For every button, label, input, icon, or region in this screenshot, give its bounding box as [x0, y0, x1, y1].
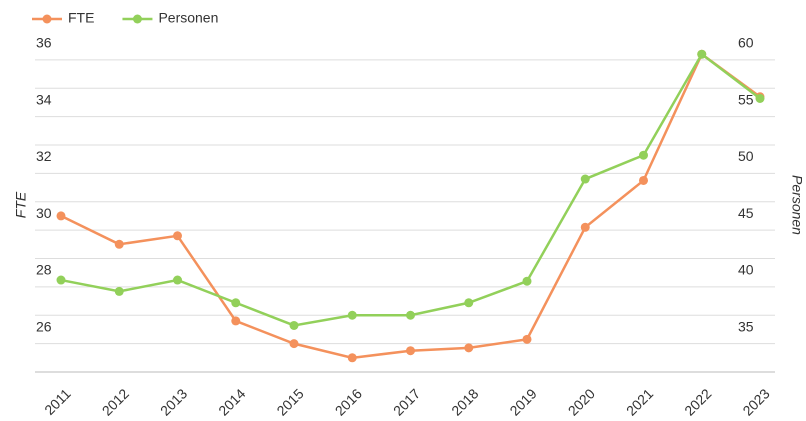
y-tick-label: 28 — [36, 262, 52, 278]
x-tick-label: 2017 — [390, 385, 423, 416]
y-tick-label: 32 — [36, 148, 52, 164]
data-point — [347, 310, 357, 320]
data-point — [56, 211, 66, 221]
data-point — [639, 175, 648, 185]
y2-tick-label: 55 — [738, 91, 754, 107]
data-point — [114, 239, 124, 249]
y2-tick-label: 60 — [738, 35, 754, 51]
data-point — [522, 334, 532, 344]
y2-tick-label: 45 — [738, 205, 754, 221]
data-point — [464, 298, 474, 308]
x-tick-label: 2020 — [565, 385, 598, 416]
data-point — [173, 231, 182, 241]
data-point — [755, 93, 765, 103]
data-point — [289, 339, 299, 349]
y2-tick-label: 50 — [738, 148, 754, 164]
y-tick-label: 26 — [36, 318, 52, 334]
data-point — [406, 310, 415, 320]
data-point — [406, 346, 415, 356]
y-tick-label: 34 — [36, 91, 52, 107]
legend-marker — [132, 14, 142, 24]
data-point — [697, 49, 707, 59]
x-tick-label: 2022 — [681, 385, 714, 416]
data-point — [114, 286, 124, 296]
x-tick-label: 2018 — [448, 385, 481, 416]
data-point — [231, 298, 241, 308]
x-tick-label: 2011 — [41, 385, 74, 416]
x-tick-label: 2021 — [623, 385, 656, 416]
data-point — [173, 275, 182, 285]
x-tick-label: 2015 — [273, 385, 306, 416]
data-point — [580, 222, 590, 232]
data-point — [347, 353, 357, 363]
x-tick-label: 2013 — [157, 385, 190, 416]
x-tick-label: 2016 — [332, 385, 365, 416]
y-tick-label: 36 — [36, 35, 52, 51]
legend-label: FTE — [68, 10, 94, 26]
x-tick-label: 2023 — [739, 385, 772, 416]
y2-axis-title: Personen — [789, 175, 805, 235]
data-point — [639, 150, 648, 160]
data-point — [580, 174, 590, 184]
x-tick-label: 2012 — [99, 385, 132, 416]
data-point — [464, 343, 474, 353]
y-axis-title: FTE — [13, 191, 29, 218]
x-tick-label: 2014 — [215, 385, 248, 416]
series-line — [60, 52, 761, 327]
legend-label: Personen — [158, 10, 218, 26]
data-point — [56, 275, 66, 285]
data-point — [231, 316, 241, 326]
data-point — [522, 276, 532, 286]
x-tick-label: 2019 — [506, 385, 539, 416]
y2-tick-label: 35 — [738, 318, 754, 334]
legend-marker — [42, 14, 52, 24]
y-tick-label: 30 — [36, 205, 52, 221]
y2-tick-label: 40 — [738, 262, 754, 278]
data-point — [289, 320, 299, 330]
